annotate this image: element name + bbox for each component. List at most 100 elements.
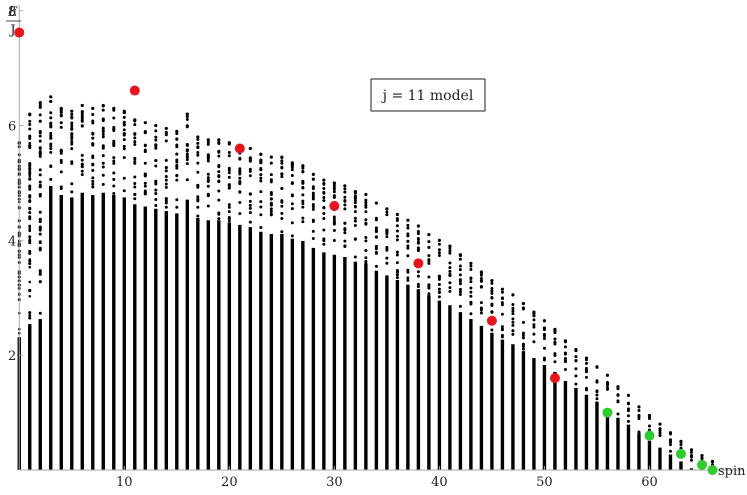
spectrum-column (332, 181, 337, 470)
spectrum-point (49, 147, 53, 151)
spectrum-point (28, 378, 32, 381)
spectrum-point (511, 332, 515, 336)
spectrum-point (332, 229, 336, 233)
spectrum-point (458, 268, 462, 272)
spectrum-point (70, 121, 74, 125)
annotation-text: j = 11 model (381, 88, 474, 104)
spectrum-column (80, 103, 84, 470)
spectrum-point (28, 316, 32, 320)
spectrum-point (49, 150, 53, 154)
spectrum-point (28, 113, 32, 117)
spectrum-point (38, 246, 42, 250)
spectrum-column (427, 233, 431, 470)
spectrum-point (689, 454, 693, 458)
spectrum-point (290, 234, 294, 238)
spectrum-point (364, 249, 368, 253)
spectrum-point (248, 174, 252, 178)
spectrum-point (542, 319, 547, 323)
spectrum-point (133, 161, 137, 165)
spectrum-column (647, 413, 652, 470)
spectrum-point (574, 355, 578, 359)
spectrum-point (269, 197, 273, 201)
spectrum-point (238, 172, 242, 176)
spectrum-point (542, 337, 546, 341)
spectrum-point (28, 162, 32, 166)
x-tick-label: 10 (116, 475, 133, 490)
spectrum-point (164, 126, 168, 131)
spectrum-point (406, 239, 410, 243)
spectrum-point (416, 241, 420, 245)
spectrum-point (280, 175, 284, 179)
spectrum-point (70, 109, 74, 113)
spectrum-point (500, 287, 505, 291)
spectrum-point (395, 250, 399, 254)
spectrum-point (49, 134, 53, 138)
spectrum-point (679, 439, 683, 443)
spectrum-point (206, 178, 210, 182)
spectrum-point (154, 129, 158, 133)
spectrum-point (101, 161, 105, 165)
spectrum-point (238, 169, 242, 173)
spectrum-point (112, 161, 116, 165)
spectrum-point (28, 137, 32, 141)
spectrum-point (343, 184, 347, 188)
spectrum-point (332, 181, 336, 185)
spectrum-point (28, 144, 32, 148)
spectrum-point (322, 205, 326, 209)
spectrum-point (301, 216, 305, 220)
spectrum-column (668, 431, 673, 470)
spectrum-point (122, 176, 126, 180)
spectrum-point (490, 289, 494, 293)
spectrum-point (532, 325, 536, 329)
spectrum-point (406, 246, 410, 250)
spectrum-point (574, 359, 578, 363)
spectrum-point (122, 120, 126, 124)
spectrum-point (595, 379, 599, 383)
spectrum-point (605, 373, 610, 377)
spectrum-point (385, 261, 389, 265)
spectrum-point (437, 274, 441, 278)
spectrum-point (28, 235, 32, 238)
spectrum-point (521, 336, 525, 340)
spectrum-point (311, 177, 315, 181)
spectrum-point (112, 106, 116, 110)
spectrum-point (248, 199, 252, 203)
spectrum-point (469, 294, 473, 298)
spectrum-point (164, 169, 168, 173)
spectrum-point (59, 148, 63, 152)
spectrum-column (385, 207, 389, 470)
green-point (707, 465, 718, 475)
spectrum-column (626, 393, 631, 470)
spectrum-point (248, 206, 252, 210)
spectrum-point (217, 211, 221, 215)
x-tick-label: 30 (326, 475, 343, 490)
spectrum-point (206, 154, 210, 158)
spectrum-point (427, 254, 431, 258)
spectrum-point (91, 106, 95, 110)
spectrum-point (185, 152, 189, 156)
spectrum-point (70, 142, 74, 146)
spectrum-point (353, 219, 357, 223)
spectrum-column (542, 319, 547, 470)
spectrum-point (122, 156, 126, 160)
spectrum-point (70, 133, 74, 137)
spectrum-point (70, 182, 74, 186)
spectrum-point (38, 194, 42, 198)
spectrum-point (28, 350, 32, 354)
spectrum-point (395, 234, 399, 238)
spectrum-point (395, 261, 399, 265)
spectrum-point (374, 235, 378, 239)
axes (18, 5, 744, 471)
spectrum-point (280, 172, 284, 176)
spectrum-point (101, 129, 105, 133)
spectrum-point (49, 144, 53, 148)
spectrum-points (17, 95, 715, 472)
spectrum-column (227, 141, 232, 470)
spectrum-point (101, 126, 105, 130)
spectrum-point (427, 275, 431, 279)
spectrum-point (238, 180, 242, 184)
spectrum-point (217, 198, 221, 202)
spectrum-point (70, 135, 74, 139)
spectrum-point (584, 375, 588, 379)
spectrum-point (595, 390, 599, 394)
